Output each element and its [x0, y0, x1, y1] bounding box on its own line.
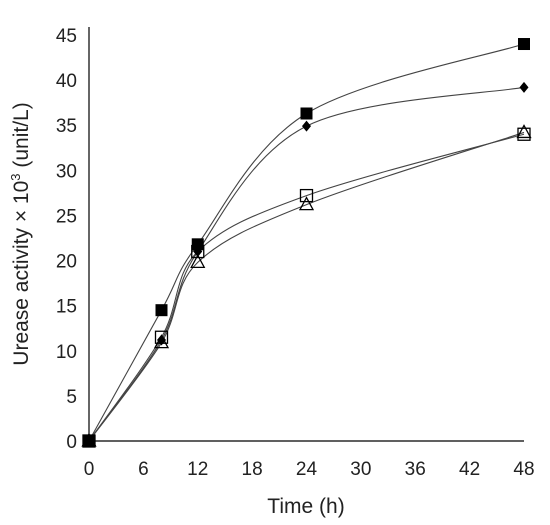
- data-point-open-triangle: [190, 253, 206, 269]
- data-point-filled-diamond: [193, 246, 203, 258]
- x-tick-label: 42: [459, 459, 480, 480]
- data-point-filled-square: [191, 238, 204, 251]
- series-markers: [81, 38, 532, 448]
- y-tick-label: 15: [56, 297, 77, 318]
- data-point-filled-square: [155, 304, 168, 317]
- y-tick-label: 20: [56, 252, 77, 273]
- x-tick-label: 24: [296, 459, 318, 480]
- x-axis-title: Time (h): [267, 495, 344, 518]
- x-tick-label: 0: [84, 459, 95, 480]
- data-point-filled-square: [518, 38, 530, 51]
- data-point-open-square: [191, 244, 205, 259]
- y-tick-label: 25: [56, 206, 77, 227]
- series-line-open-triangle: [88, 131, 525, 442]
- x-tick-label: 36: [405, 459, 426, 480]
- data-point-open-square: [517, 127, 531, 141]
- y-tick-label: 0: [66, 432, 77, 453]
- x-tick-label: 18: [242, 459, 263, 480]
- y-tick-label: 45: [56, 26, 77, 47]
- data-point-open-triangle: [153, 334, 170, 349]
- y-tick-label: 40: [56, 71, 77, 92]
- data-point-open-triangle: [81, 432, 97, 447]
- y-axis-title: Urease activity × 103 (unit/L): [8, 102, 33, 365]
- x-tick-label: 6: [138, 459, 149, 480]
- series-line-filled-diamond: [88, 86, 525, 442]
- axes: [88, 27, 524, 442]
- series-line-filled-square: [88, 43, 525, 442]
- data-point-open-triangle: [516, 124, 532, 139]
- y-tick-label: 10: [56, 342, 77, 363]
- series-line-open-square: [88, 133, 525, 442]
- data-point-filled-diamond: [519, 81, 529, 93]
- data-point-filled-diamond: [302, 120, 311, 132]
- y-axis-title-unit: (unit/L): [10, 102, 33, 173]
- x-tick-label: 48: [513, 459, 534, 480]
- x-tick-labels: 0 6 12 18 24 30 36 42 48: [84, 459, 535, 480]
- y-tick-label: 5: [66, 387, 77, 408]
- y-axis-title-main: Urease activity × 10: [10, 181, 33, 366]
- data-point-filled-square: [300, 107, 313, 120]
- data-point-open-triangle: [298, 196, 315, 211]
- data-point-open-square: [154, 330, 169, 344]
- x-tick-label: 30: [350, 459, 371, 480]
- series-lines: [88, 43, 525, 442]
- data-point-open-square: [299, 188, 314, 203]
- y-axis-title-exponent: 3: [8, 173, 23, 180]
- x-tick-label: 12: [187, 459, 208, 480]
- y-tick-label: 30: [56, 161, 77, 182]
- y-tick-label: 35: [56, 116, 77, 137]
- y-tick-labels: 0 5 10 15 20 25 30 35 40 45: [56, 26, 77, 453]
